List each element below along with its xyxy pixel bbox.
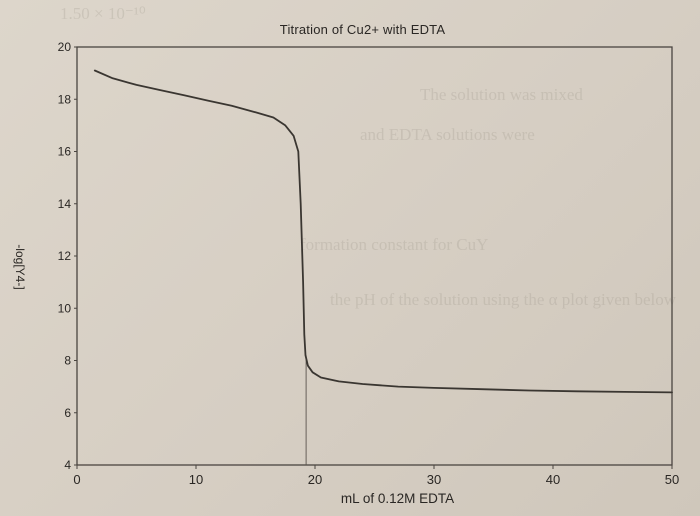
x-tick-label: 20 xyxy=(308,472,322,487)
x-tick-label: 30 xyxy=(427,472,441,487)
y-tick-label: 4 xyxy=(64,458,71,472)
x-axis-label: mL of 0.12M EDTA xyxy=(340,491,455,506)
titration-curve xyxy=(93,69,673,394)
background-text: 1.50 × 10⁻¹⁰ xyxy=(60,4,146,23)
y-axis-label: -log[Y4-] xyxy=(13,244,27,290)
y-tick-label: 18 xyxy=(58,92,72,106)
x-tick-label: 0 xyxy=(73,472,80,487)
y-tick-label: 8 xyxy=(64,354,71,368)
y-tick-label: 10 xyxy=(58,301,72,315)
x-tick-label: 50 xyxy=(665,472,679,487)
background-text: formation constant for CuY xyxy=(300,235,489,254)
chart-title: Titration of Cu2+ with EDTA xyxy=(279,22,446,37)
background-text: and EDTA solutions were xyxy=(360,125,535,144)
y-tick-label: 20 xyxy=(58,40,72,54)
x-tick-label: 10 xyxy=(189,472,203,487)
background-text: The solution was mixed xyxy=(420,85,583,104)
y-tick-label: 12 xyxy=(58,249,72,263)
y-tick-label: 6 xyxy=(64,406,71,420)
y-tick-label: 14 xyxy=(58,197,72,211)
plot-frame xyxy=(76,46,673,466)
x-tick-label: 40 xyxy=(546,472,560,487)
background-text: the pH of the solution using the α plot … xyxy=(330,290,677,309)
y-tick-label: 16 xyxy=(58,145,72,159)
